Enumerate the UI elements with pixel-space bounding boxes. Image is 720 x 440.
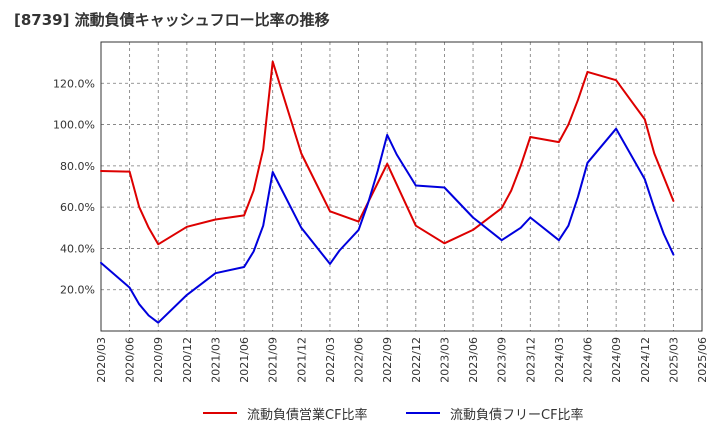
x-tick-label: 2022/06 — [353, 337, 366, 383]
legend-item-operating-cf: 流動負債営業CF比率 — [203, 402, 368, 424]
legend-label-free-cf: 流動負債フリーCF比率 — [450, 407, 584, 423]
y-tick-label: 40.0% — [60, 242, 95, 255]
legend-label-operating-cf: 流動負債営業CF比率 — [247, 407, 368, 423]
x-tick-label: 2025/03 — [667, 337, 680, 383]
x-tick-label: 2024/12 — [639, 337, 652, 383]
x-tick-label: 2022/12 — [410, 337, 423, 383]
x-tick-label: 2020/12 — [181, 337, 194, 383]
x-tick-label: 2020/06 — [124, 337, 137, 383]
x-tick-label: 2023/06 — [467, 337, 480, 383]
x-tick-label: 2021/06 — [238, 337, 251, 383]
x-tick-label: 2020/03 — [95, 337, 108, 383]
x-tick-label: 2023/12 — [524, 337, 537, 383]
series-line-operating-cf — [100, 60, 675, 246]
legend-swatch-free-cf — [406, 412, 440, 414]
series-line-free-cf — [100, 127, 675, 324]
y-tick-label: 120.0% — [53, 77, 95, 90]
y-tick-label: 80.0% — [60, 160, 95, 173]
x-tick-label: 2021/12 — [295, 337, 308, 383]
x-tick-label: 2020/09 — [152, 337, 165, 383]
legend-swatch-operating-cf — [203, 412, 237, 414]
x-tick-label: 2025/06 — [696, 337, 709, 383]
x-tick-label: 2024/09 — [610, 337, 623, 383]
x-tick-label: 2021/03 — [209, 337, 222, 383]
x-tick-label: 2023/09 — [496, 337, 509, 383]
x-tick-label: 2023/03 — [438, 337, 451, 383]
legend-item-free-cf: 流動負債フリーCF比率 — [406, 402, 584, 424]
x-tick-label: 2024/03 — [553, 337, 566, 383]
y-tick-label: 60.0% — [60, 201, 95, 214]
x-tick-label: 2021/09 — [267, 337, 280, 383]
y-tick-label: 100.0% — [53, 119, 95, 132]
x-tick-label: 2022/09 — [381, 337, 394, 383]
plot-area-frame — [100, 41, 703, 332]
x-tick-label: 2024/06 — [582, 337, 595, 383]
y-tick-label: 20.0% — [60, 284, 95, 297]
chart-title: [8739] 流動負債キャッシュフロー比率の推移 — [14, 11, 330, 29]
x-tick-label: 2022/03 — [324, 337, 337, 383]
